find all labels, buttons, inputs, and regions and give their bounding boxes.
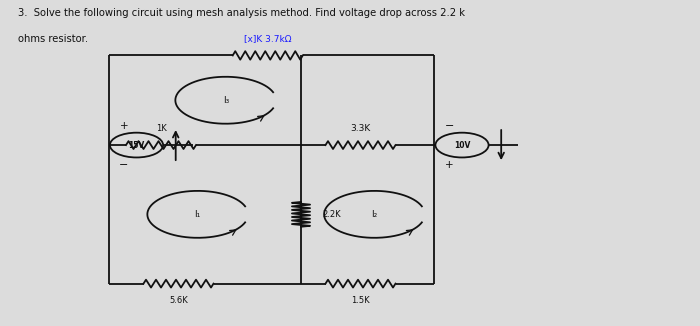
Text: 1K: 1K bbox=[155, 124, 167, 133]
Text: −: − bbox=[444, 121, 454, 130]
Text: −: − bbox=[119, 160, 129, 170]
Text: 5.6K: 5.6K bbox=[169, 296, 188, 305]
Text: +: + bbox=[445, 160, 454, 170]
Text: 15V: 15V bbox=[128, 141, 145, 150]
Text: 3.3K: 3.3K bbox=[351, 124, 370, 133]
Text: I₂: I₂ bbox=[372, 210, 377, 219]
Text: 10V: 10V bbox=[454, 141, 470, 150]
Text: ohms resistor.: ohms resistor. bbox=[18, 34, 88, 44]
Text: 2.2K: 2.2K bbox=[323, 210, 342, 219]
Text: 3.  Solve the following circuit using mesh analysis method. Find voltage drop ac: 3. Solve the following circuit using mes… bbox=[18, 8, 465, 18]
Text: [x]K 3.7kΩ: [x]K 3.7kΩ bbox=[244, 34, 291, 43]
Text: I₃: I₃ bbox=[223, 96, 229, 105]
Text: 1.5K: 1.5K bbox=[351, 296, 370, 305]
Text: I₁: I₁ bbox=[195, 210, 201, 219]
Text: +: + bbox=[120, 121, 128, 130]
